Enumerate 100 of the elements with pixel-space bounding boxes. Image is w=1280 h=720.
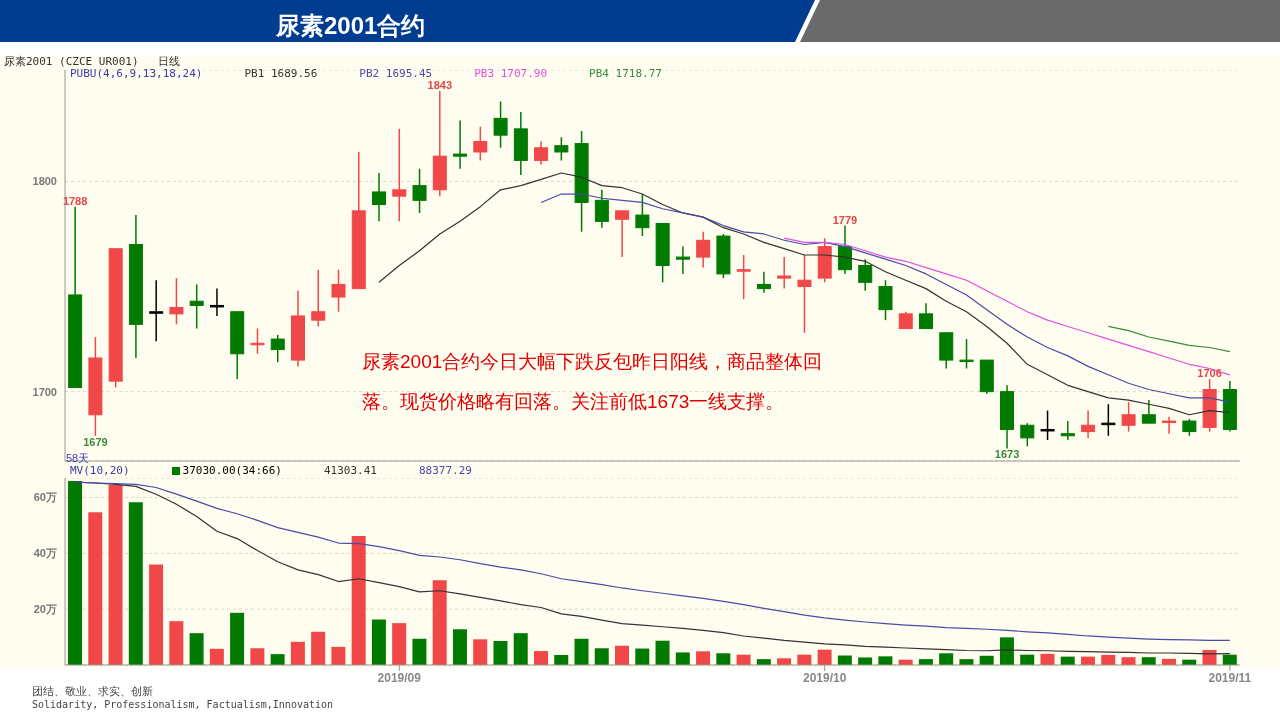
- candlestick: [1040, 409, 1055, 441]
- text: Solidarity, Professionalism, Factualism,Innovation: [32, 699, 334, 710]
- y-tick-label: 1800: [32, 175, 57, 188]
- y-tick-label: 60万: [33, 491, 57, 504]
- candlestick: [756, 271, 771, 294]
- candlestick: [675, 245, 690, 275]
- bar: [716, 653, 731, 665]
- bar: [473, 639, 488, 665]
- candlestick: [392, 128, 407, 223]
- annotation: 1673: [994, 448, 1020, 461]
- text: PB2 1695.45: [359, 67, 433, 80]
- candlestick: [1162, 416, 1177, 435]
- bar: [432, 580, 447, 665]
- text: 团结、敬业、求实、创新: [32, 684, 153, 699]
- legend-title: PUBU(4,6,9,13,18,24): [70, 67, 203, 80]
- candlestick: [736, 254, 751, 300]
- text: 88377.29: [418, 464, 472, 477]
- bar: [68, 481, 83, 665]
- bar: [615, 645, 630, 665]
- candlestick: [1121, 401, 1136, 433]
- legend-label: 37030.00(34:66): [181, 464, 282, 477]
- bar: [513, 633, 528, 665]
- bar: [999, 637, 1014, 665]
- bar: [149, 564, 164, 665]
- bar: [331, 646, 346, 665]
- candlestick: [594, 189, 609, 229]
- candlestick: [1081, 409, 1096, 439]
- text: PB1 1689.56: [244, 67, 318, 80]
- bar: [1141, 657, 1156, 665]
- bar: [858, 657, 873, 665]
- y-tick-label: 1700: [32, 385, 57, 398]
- candlestick: [149, 279, 164, 342]
- annotation: 58天: [66, 451, 90, 466]
- y-tick-label: 40万: [33, 547, 57, 560]
- candlestick: [473, 126, 488, 162]
- bar: [270, 654, 285, 665]
- legend-title: MV(10,20): [70, 464, 130, 477]
- annotation: 尿素2001合约今日大幅下跌反包昨日阳线，商品整体回落。现货价格略有回落。关注前低1673一线支撑。: [362, 350, 824, 414]
- bar: [250, 648, 265, 665]
- line-series: [1107, 325, 1231, 353]
- candlestick: [696, 231, 711, 269]
- candlestick: [311, 268, 326, 328]
- candlestick: [331, 268, 346, 313]
- bar: [675, 652, 690, 665]
- annotation: 1706: [1197, 367, 1222, 380]
- x-tick-label: 2019/11: [1208, 670, 1252, 685]
- candlestick: [554, 136, 569, 162]
- candlestick: [1060, 420, 1075, 441]
- annotation: 1843: [427, 79, 453, 92]
- bar: [655, 640, 670, 665]
- candlestick: [837, 224, 852, 275]
- bar: [311, 631, 326, 665]
- annotation: 1679: [83, 435, 108, 448]
- bar: [209, 648, 224, 665]
- bar: [88, 512, 103, 665]
- bar: [128, 502, 143, 665]
- candlestick: [797, 254, 812, 334]
- candlestick: [534, 140, 549, 166]
- candlestick: [209, 287, 224, 317]
- bar: [574, 638, 589, 665]
- bar: [230, 612, 245, 665]
- bar: [635, 648, 650, 665]
- bar: [493, 641, 508, 665]
- bar: [351, 536, 366, 665]
- candlestick: [878, 279, 893, 321]
- annotation: 1779: [832, 213, 858, 226]
- chart-title: 尿素2001合约: [276, 11, 426, 41]
- line-series: [783, 237, 1231, 376]
- bar: [1121, 657, 1136, 665]
- chart-subtitle: 尿素2001 (CZCE UR001) 日线: [4, 54, 181, 69]
- candlestick: [412, 168, 427, 214]
- bar: [817, 649, 832, 665]
- candlestick: [372, 172, 387, 223]
- candlestick: [777, 256, 792, 290]
- candlestick: [493, 100, 508, 149]
- candlestick: [1020, 422, 1035, 448]
- bar: [452, 629, 467, 665]
- bar: [108, 484, 123, 665]
- candlestick: [453, 119, 468, 170]
- bar: [290, 641, 305, 665]
- x-tick-label: 2019/09: [377, 670, 422, 685]
- text: 41303.41: [323, 464, 377, 477]
- candlestick: [858, 258, 873, 292]
- text: PB3 1707.90: [474, 67, 548, 80]
- candlestick: [919, 302, 934, 330]
- bar: [189, 633, 204, 665]
- annotation: 1788: [62, 194, 88, 207]
- candlestick: [635, 193, 650, 237]
- bar: [696, 651, 711, 665]
- bar: [169, 621, 184, 665]
- bar: [392, 623, 407, 665]
- y-tick-label: 20万: [33, 603, 57, 616]
- bar: [533, 651, 548, 665]
- bar: [878, 656, 893, 665]
- candlestick: [270, 334, 285, 363]
- line-series: [378, 172, 1231, 416]
- bar: [412, 638, 427, 665]
- candlestick: [1141, 399, 1156, 424]
- bar: [594, 648, 609, 665]
- bar: [1040, 653, 1055, 665]
